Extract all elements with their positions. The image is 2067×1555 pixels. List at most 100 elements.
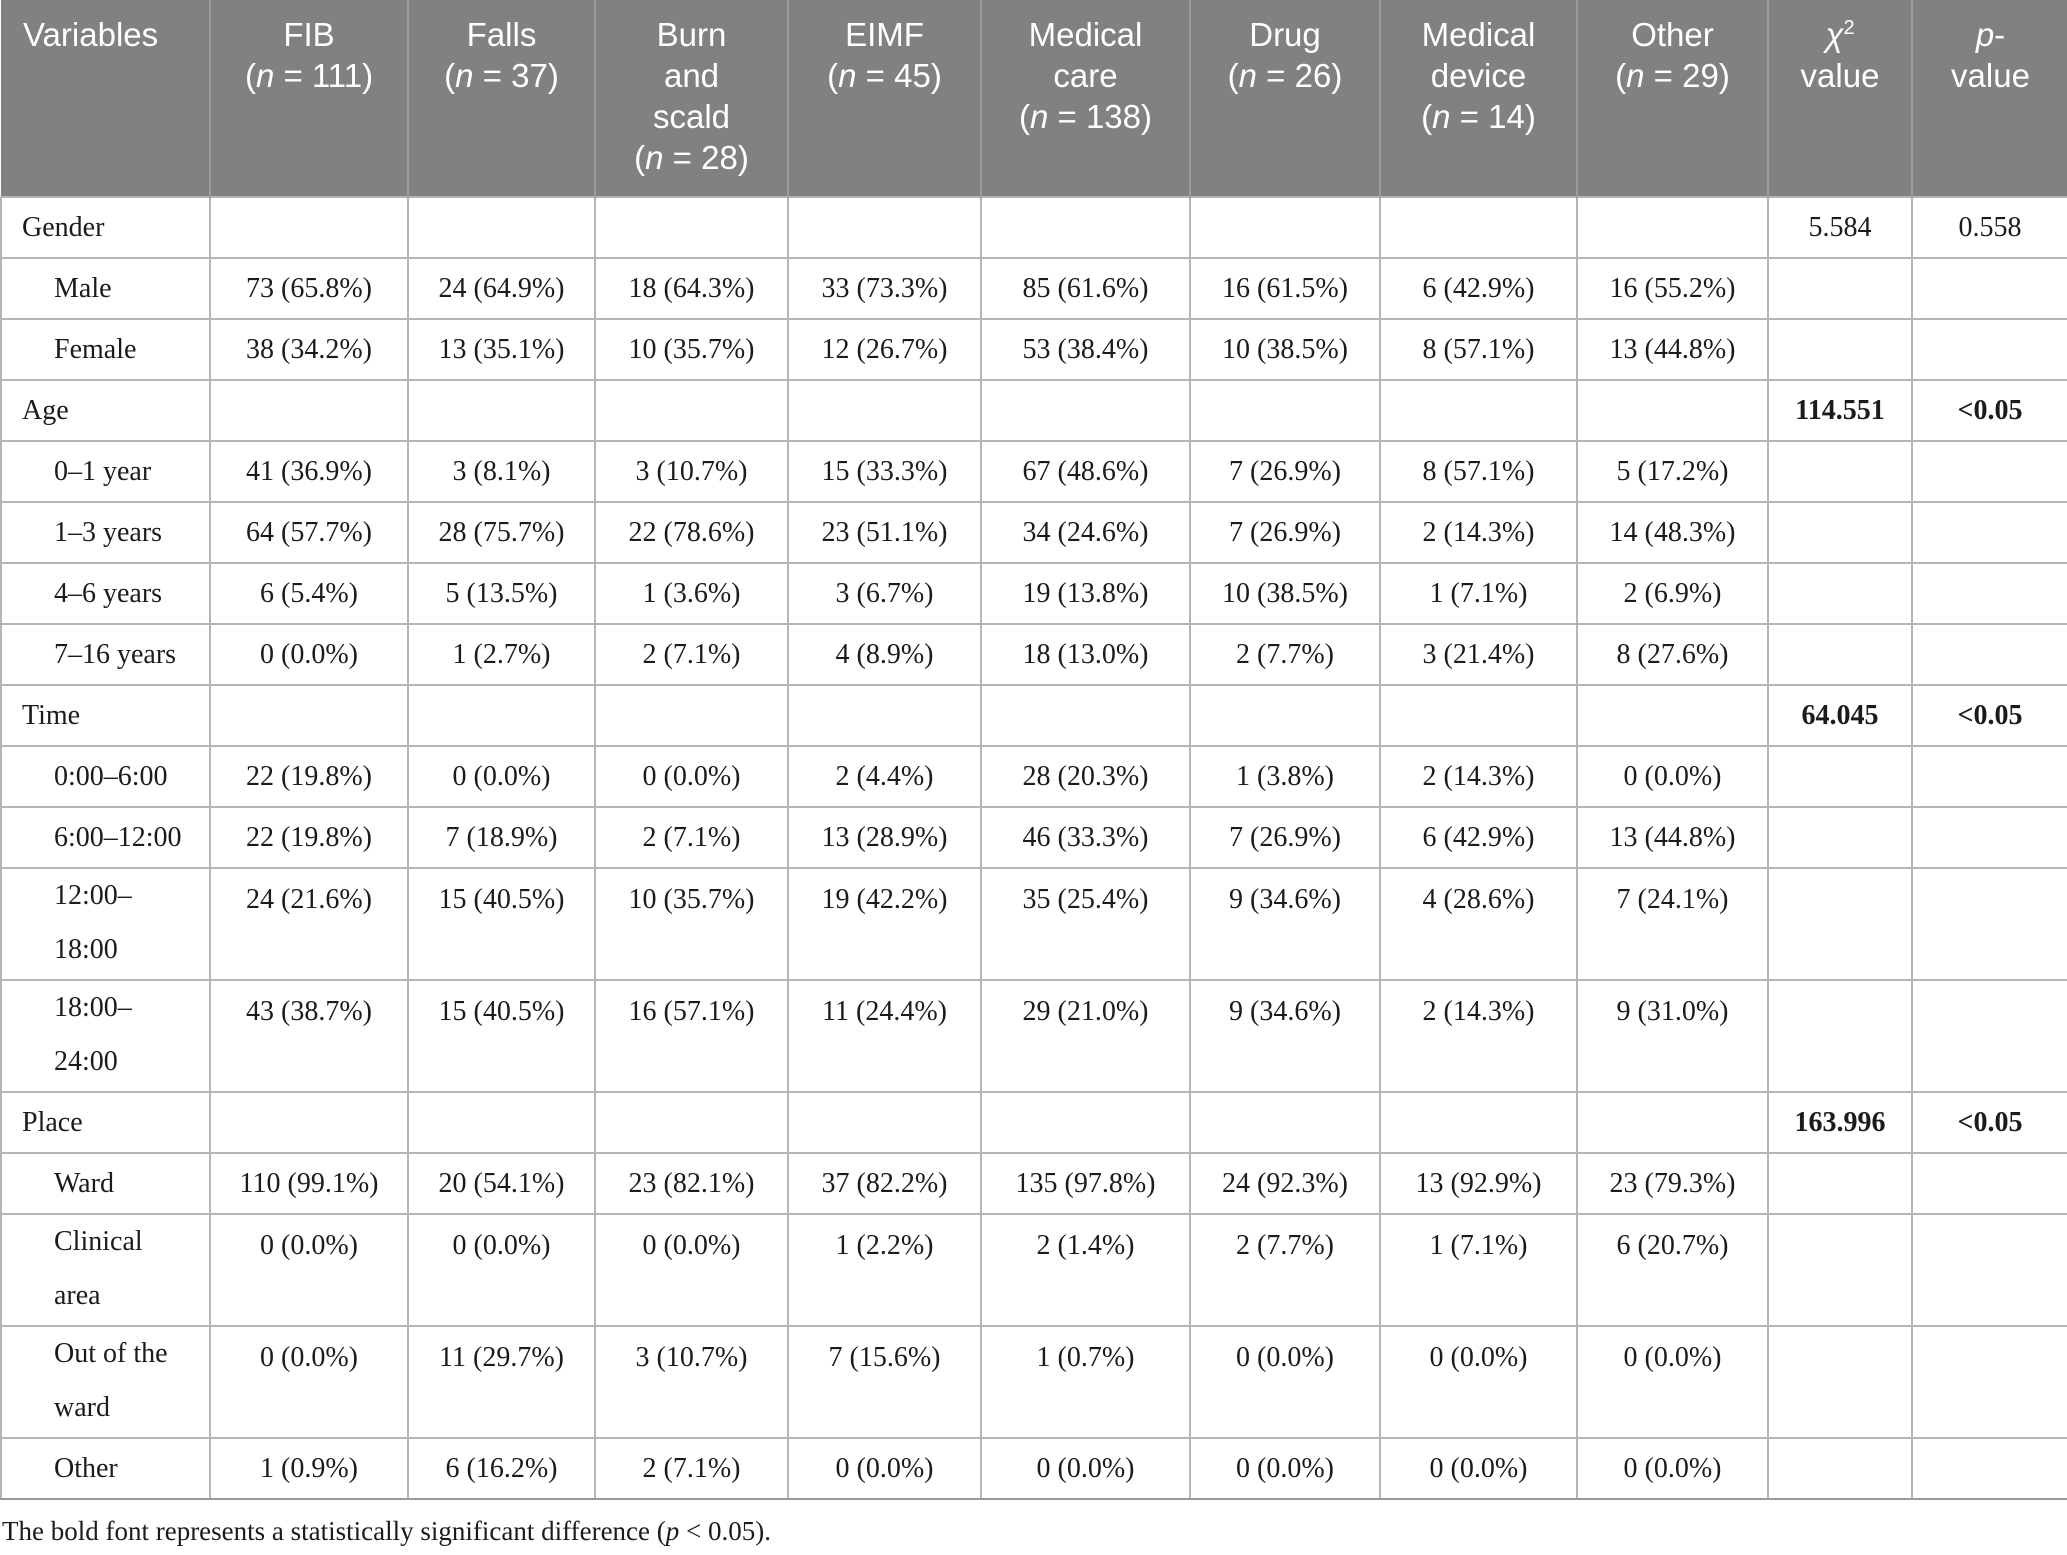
- data-cell: 0 (0.0%): [980, 1437, 1191, 1500]
- header-label: Medical care: [1028, 16, 1143, 94]
- p-value-cell: [1911, 318, 2067, 381]
- row-label-text: 7–16 years: [54, 638, 177, 670]
- n-prefix: (: [1018, 98, 1030, 135]
- data-cell: 0 (0.0%): [1576, 745, 1769, 808]
- data-cell: 6 (42.9%): [1379, 806, 1578, 869]
- n-suffix: = 26): [1257, 57, 1343, 94]
- table-row-7-16-years: 7–16 years 0 (0.0%) 1 (2.7%) 2 (7.1%) 4 (8.9…: [0, 623, 2067, 686]
- data-cell: 10 (35.7%): [594, 867, 789, 981]
- n-suffix: = 29): [1644, 57, 1730, 94]
- data-cell: 1 (3.8%): [1189, 745, 1381, 808]
- p-value-cell: <0.05: [1911, 379, 2067, 442]
- data-cell: 13 (44.8%): [1576, 806, 1769, 869]
- row-label-text: Other: [54, 1452, 118, 1484]
- chi2-value-cell: [1767, 501, 1913, 564]
- row-label: Male: [0, 257, 211, 320]
- data-cell: 37 (82.2%): [787, 1152, 982, 1215]
- data-cell: 7 (15.6%): [787, 1325, 982, 1439]
- chi2-value-cell: 114.551: [1767, 379, 1913, 442]
- column-header-variables: Variables: [1, 0, 210, 197]
- data-cell: 0 (0.0%): [787, 1437, 982, 1500]
- chi2-value-cell: [1767, 1437, 1913, 1500]
- data-cell: 24 (64.9%): [407, 257, 596, 320]
- data-cell: [594, 684, 789, 747]
- row-label-text: 6:00–12:00: [54, 821, 182, 853]
- n-prefix: (: [1227, 57, 1239, 94]
- n-symbol: n: [1432, 98, 1451, 135]
- table-row-0-1-year: 0–1 year 41 (36.9%) 3 (8.1%) 3 (10.7%) 15 (3…: [0, 440, 2067, 503]
- row-label: Gender: [0, 196, 211, 259]
- row-label-text: 12:00–18:00: [54, 880, 132, 965]
- data-cell: 0 (0.0%): [1379, 1437, 1578, 1500]
- chi2-value-cell: 163.996: [1767, 1091, 1913, 1154]
- data-cell: 8 (57.1%): [1379, 440, 1578, 503]
- row-label-text: 0–1 year: [54, 455, 152, 487]
- data-cell: 7 (26.9%): [1189, 440, 1381, 503]
- data-cell: [1189, 1091, 1381, 1154]
- row-label: Place: [0, 1091, 211, 1154]
- header-sample-size: (n = 138): [1019, 98, 1152, 135]
- n-suffix: = 37): [473, 57, 559, 94]
- data-cell: [980, 684, 1191, 747]
- header-sample-size: (n = 37): [444, 57, 559, 94]
- n-symbol: n: [455, 57, 474, 94]
- table-row-place: Place 163.996 <0.05: [0, 1091, 2067, 1154]
- n-prefix: (: [444, 57, 456, 94]
- data-cell: [980, 196, 1191, 259]
- data-cell: 3 (8.1%): [407, 440, 596, 503]
- data-cell: 2 (4.4%): [787, 745, 982, 808]
- data-cell: 1 (0.7%): [980, 1325, 1191, 1439]
- p-value-cell: [1911, 440, 2067, 503]
- data-cell: 34 (24.6%): [980, 501, 1191, 564]
- data-cell: [594, 379, 789, 442]
- data-cell: 0 (0.0%): [1576, 1437, 1769, 1500]
- p-value-cell: [1911, 1213, 2067, 1327]
- data-cell: [209, 196, 409, 259]
- chi2-value-cell: [1767, 979, 1913, 1093]
- data-cell: 2 (6.9%): [1576, 562, 1769, 625]
- n-symbol: n: [838, 57, 857, 94]
- data-cell: [980, 379, 1191, 442]
- header-label: Other: [1631, 16, 1714, 53]
- chi2-value-cell: 64.045: [1767, 684, 1913, 747]
- row-label-text: Place: [22, 1106, 83, 1138]
- p-value-cell: 0.558: [1911, 196, 2067, 259]
- data-cell: 14 (48.3%): [1576, 501, 1769, 564]
- data-cell: 33 (73.3%): [787, 257, 982, 320]
- header-label-line2: value: [1951, 57, 2030, 94]
- column-header-falls: Falls (n = 37): [407, 0, 595, 197]
- p-value-cell: [1911, 1152, 2067, 1215]
- header-sample-size: (n = 28): [634, 139, 749, 176]
- column-header-eimf: EIMF (n = 45): [787, 0, 981, 197]
- n-prefix: (: [1615, 57, 1627, 94]
- data-cell: [1379, 379, 1578, 442]
- table-row-out-of-the-ward: Out of the ward 0 (0.0%) 11 (29.7%) 3 (10.7…: [0, 1325, 2067, 1439]
- data-cell: [1379, 684, 1578, 747]
- n-prefix: (: [1421, 98, 1433, 135]
- data-cell: [209, 379, 409, 442]
- data-cell: 3 (10.7%): [594, 440, 789, 503]
- chi2-value-cell: [1767, 867, 1913, 981]
- chi-superscript: 2: [1843, 17, 1855, 39]
- data-cell: 9 (31.0%): [1576, 979, 1769, 1093]
- data-cell: 3 (21.4%): [1379, 623, 1578, 686]
- data-cell: 1 (2.2%): [787, 1213, 982, 1327]
- data-cell: [787, 379, 982, 442]
- data-cell: 135 (97.8%): [980, 1152, 1191, 1215]
- data-cell: 23 (79.3%): [1576, 1152, 1769, 1215]
- n-suffix: = 14): [1450, 98, 1536, 135]
- data-cell: 18 (64.3%): [594, 257, 789, 320]
- data-cell: 0 (0.0%): [1189, 1437, 1381, 1500]
- data-cell: 10 (35.7%): [594, 318, 789, 381]
- data-cell: [787, 1091, 982, 1154]
- data-cell: [1576, 379, 1769, 442]
- data-cell: [787, 196, 982, 259]
- row-label: Ward: [0, 1152, 211, 1215]
- footnote-text-end: < 0.05).: [679, 1516, 771, 1546]
- data-cell: 9 (34.6%): [1189, 867, 1381, 981]
- p-value-cell: [1911, 257, 2067, 320]
- data-cell: [209, 684, 409, 747]
- data-cell: [787, 684, 982, 747]
- column-header-p-value: p- value: [1911, 0, 2067, 197]
- header-sample-size: (n = 111): [245, 57, 373, 94]
